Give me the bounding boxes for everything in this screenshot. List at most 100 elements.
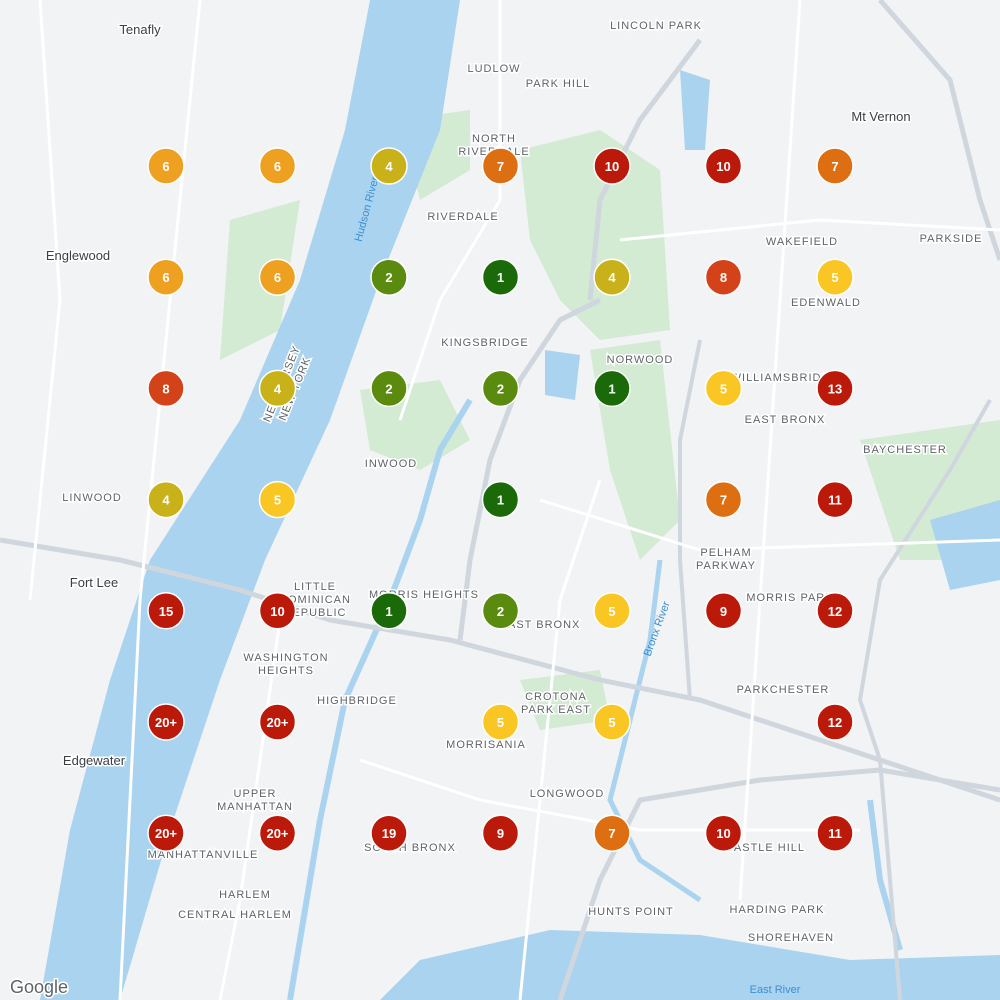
marker[interactable]: 2 — [370, 258, 408, 296]
marker[interactable]: 7 — [481, 147, 520, 185]
marker-label[interactable]: 7 — [720, 493, 727, 508]
marker[interactable]: 2 — [481, 369, 520, 408]
marker[interactable]: 5 — [481, 703, 520, 741]
marker[interactable]: 5 — [258, 480, 297, 519]
marker[interactable]: 1 — [370, 592, 408, 630]
marker-label[interactable]: 1 — [497, 270, 504, 285]
marker-circle[interactable] — [258, 480, 297, 519]
marker-label[interactable]: 5 — [720, 381, 727, 396]
marker-circle[interactable] — [816, 480, 854, 519]
marker[interactable]: 10 — [704, 814, 743, 852]
marker[interactable]: 10 — [258, 592, 297, 630]
marker-circle[interactable] — [258, 369, 297, 408]
marker-circle[interactable] — [816, 592, 854, 630]
marker-label[interactable]: 7 — [831, 159, 838, 174]
marker-label[interactable]: 2 — [497, 604, 504, 619]
marker-circle[interactable] — [481, 703, 520, 741]
marker-circle[interactable] — [704, 258, 743, 296]
marker[interactable]: 20+ — [258, 703, 297, 741]
marker-label[interactable]: 7 — [608, 826, 615, 841]
marker-circle[interactable] — [147, 703, 185, 741]
marker[interactable]: 2 — [370, 369, 408, 408]
marker-label[interactable]: 10 — [605, 159, 619, 174]
marker-label[interactable]: 11 — [828, 493, 842, 508]
marker-label[interactable]: 10 — [270, 604, 284, 619]
marker-circle[interactable] — [258, 592, 297, 630]
marker[interactable]: 5 — [593, 592, 631, 630]
marker-label[interactable]: 10 — [716, 159, 730, 174]
marker-label[interactable]: 6 — [162, 159, 169, 174]
marker[interactable]: 19 — [370, 814, 408, 852]
marker-circle[interactable] — [593, 814, 631, 852]
marker-label[interactable]: 19 — [382, 826, 396, 841]
marker-circle[interactable] — [481, 480, 520, 519]
marker[interactable]: 7 — [816, 147, 854, 185]
marker-circle[interactable] — [258, 147, 297, 185]
marker-circle[interactable] — [258, 703, 297, 741]
marker[interactable]: 6 — [147, 147, 185, 185]
marker-label[interactable]: 7 — [497, 159, 504, 174]
marker[interactable]: 12 — [816, 592, 854, 630]
marker[interactable]: 4 — [147, 480, 185, 519]
marker[interactable]: 8 — [147, 369, 185, 408]
marker-circle[interactable] — [593, 258, 631, 296]
marker-circle[interactable] — [147, 369, 185, 408]
marker-circle[interactable] — [258, 258, 297, 296]
marker-circle[interactable] — [816, 369, 854, 408]
marker-circle[interactable] — [481, 592, 520, 630]
marker-circle[interactable] — [481, 814, 520, 852]
marker-label[interactable]: 9 — [497, 826, 504, 841]
marker[interactable]: 9 — [481, 814, 520, 852]
marker[interactable]: 13 — [816, 369, 854, 408]
marker-label[interactable]: 5 — [274, 493, 281, 508]
marker-circle[interactable] — [816, 703, 854, 741]
marker[interactable]: 11 — [816, 480, 854, 519]
marker[interactable]: 20+ — [147, 703, 185, 741]
marker-circle[interactable] — [704, 814, 743, 852]
marker-label[interactable]: 10 — [716, 826, 730, 841]
marker-circle[interactable] — [481, 147, 520, 185]
marker[interactable]: 4 — [593, 258, 631, 296]
marker[interactable]: 1 — [481, 258, 520, 296]
marker[interactable]: 11 — [816, 814, 854, 852]
marker-label[interactable]: 20+ — [155, 826, 177, 841]
marker-label[interactable]: 1 — [385, 604, 392, 619]
marker-label[interactable]: 8 — [162, 381, 169, 396]
marker-circle[interactable] — [704, 592, 743, 630]
marker[interactable]: 2 — [481, 592, 520, 630]
marker-label[interactable]: 4 — [274, 381, 282, 396]
marker-circle[interactable] — [704, 480, 743, 519]
marker-label[interactable]: 11 — [828, 826, 842, 841]
marker-label[interactable]: 2 — [497, 381, 504, 396]
marker[interactable]: 4 — [258, 369, 297, 408]
marker-label[interactable]: 6 — [162, 270, 169, 285]
marker[interactable]: 1 — [593, 369, 631, 408]
marker[interactable]: 8 — [704, 258, 743, 296]
marker-circle[interactable] — [816, 814, 854, 852]
marker-circle[interactable] — [704, 147, 743, 185]
marker-label[interactable]: 20+ — [155, 715, 177, 730]
marker-circle[interactable] — [593, 703, 631, 741]
marker-label[interactable]: 8 — [720, 270, 727, 285]
marker-label[interactable]: 2 — [385, 381, 392, 396]
marker-circle[interactable] — [816, 258, 854, 296]
marker-circle[interactable] — [481, 258, 520, 296]
marker[interactable]: 7 — [593, 814, 631, 852]
marker-circle[interactable] — [147, 592, 185, 630]
marker-label[interactable]: 5 — [831, 270, 838, 285]
marker[interactable]: 5 — [704, 369, 743, 408]
marker-circle[interactable] — [370, 592, 408, 630]
marker-circle[interactable] — [481, 369, 520, 408]
marker-label[interactable]: 9 — [720, 604, 727, 619]
marker[interactable]: 10 — [704, 147, 743, 185]
marker[interactable]: 6 — [258, 147, 297, 185]
marker-label[interactable]: 20+ — [266, 826, 288, 841]
marker-label[interactable]: 1 — [608, 381, 615, 396]
marker[interactable]: 10 — [593, 147, 631, 185]
marker-circle[interactable] — [816, 147, 854, 185]
marker-label[interactable]: 5 — [497, 715, 504, 730]
marker-circle[interactable] — [593, 147, 631, 185]
marker[interactable]: 6 — [147, 258, 185, 296]
marker[interactable]: 9 — [704, 592, 743, 630]
marker-label[interactable]: 2 — [385, 270, 392, 285]
